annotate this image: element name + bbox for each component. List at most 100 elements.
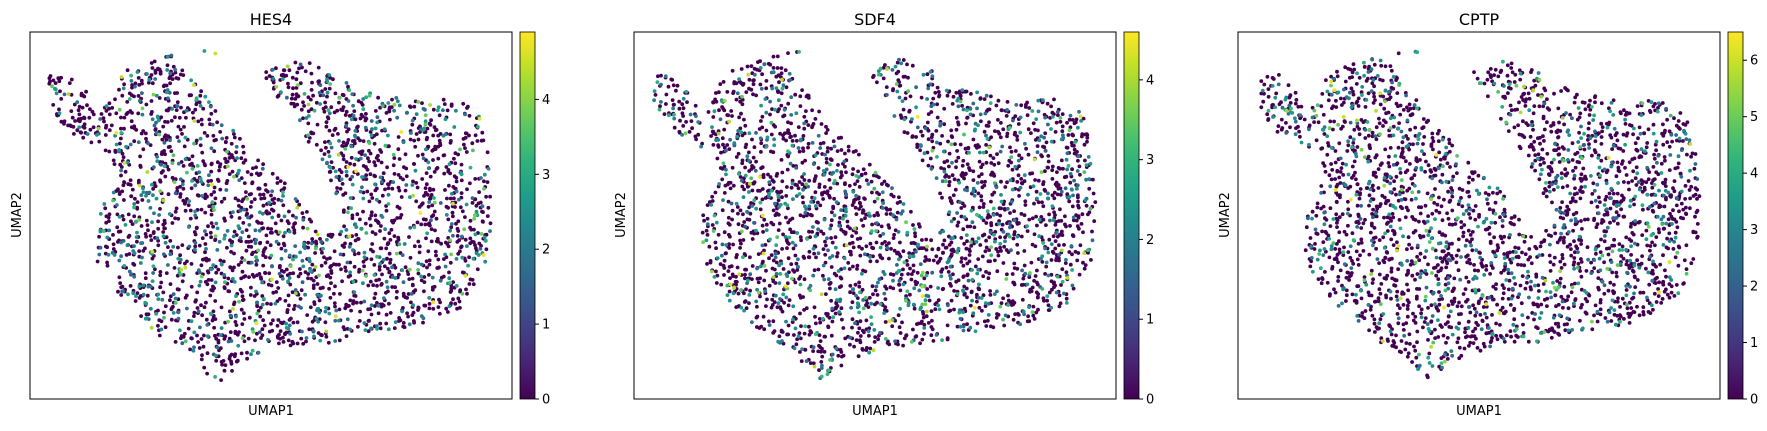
scatter-point <box>938 141 943 146</box>
scatter-point <box>813 190 818 195</box>
scatter-point <box>865 301 870 305</box>
scatter-point <box>356 251 361 256</box>
scatter-point <box>146 284 151 289</box>
scatter-point <box>747 217 752 222</box>
scatter-point <box>713 190 718 195</box>
scatter-point <box>987 120 991 125</box>
scatter-point <box>1005 272 1009 277</box>
scatter-point <box>868 241 873 246</box>
scatter-point <box>776 90 781 94</box>
scatter-point <box>720 208 725 213</box>
scatter-point <box>898 200 902 204</box>
scatter-point <box>846 144 851 149</box>
scatter-point <box>426 160 431 165</box>
scatter-point <box>159 162 164 167</box>
scatter-point <box>332 249 337 254</box>
scatter-point <box>262 196 267 201</box>
scatter-point <box>1060 124 1065 129</box>
scatter-point <box>837 310 842 314</box>
scatter-point <box>1054 230 1059 235</box>
scatter-point <box>315 292 320 297</box>
scatter-point <box>383 143 388 148</box>
scatter-point <box>111 247 116 251</box>
scatter-point <box>940 134 944 138</box>
scatter-point <box>195 306 200 310</box>
scatter-point <box>158 285 163 290</box>
scatter-point <box>720 177 725 182</box>
scatter-point <box>183 265 188 270</box>
scatter-point <box>738 238 742 243</box>
scatter-point <box>241 221 246 225</box>
scatter-point <box>350 174 355 179</box>
scatter-point <box>874 240 879 245</box>
scatter-point <box>1078 243 1083 248</box>
scatter-point <box>468 165 473 170</box>
scatter-point <box>1011 302 1016 307</box>
scatter-point <box>694 137 698 142</box>
scatter-point <box>365 167 370 172</box>
scatter-point <box>317 298 322 303</box>
scatter-point <box>379 224 383 228</box>
scatter-point <box>196 193 201 198</box>
scatter-point <box>358 156 363 161</box>
scatter-point <box>223 334 228 339</box>
scatter-point <box>740 158 745 163</box>
scatter-point <box>373 182 377 187</box>
scatter-point <box>428 103 432 107</box>
scatter-point <box>825 313 830 318</box>
scatter-point <box>405 296 409 300</box>
scatter-point <box>996 161 1001 166</box>
scatter-point <box>238 287 243 292</box>
scatter-point <box>835 149 840 154</box>
scatter-point <box>954 90 959 95</box>
scatter-point <box>422 280 427 284</box>
scatter-point <box>1089 258 1093 262</box>
scatter-point <box>772 329 777 333</box>
scatter-point <box>736 291 741 296</box>
scatter-point <box>1001 230 1006 234</box>
scatter-point <box>962 284 967 289</box>
scatter-point <box>281 194 285 198</box>
scatter-point <box>323 320 328 325</box>
scatter-point <box>259 277 263 281</box>
scatter-point <box>911 302 916 307</box>
scatter-point <box>727 298 732 303</box>
scatter-point <box>225 245 229 250</box>
scatter-point <box>941 286 946 291</box>
scatter-point <box>178 195 183 199</box>
scatter-point <box>1075 183 1080 188</box>
scatter-point <box>732 141 737 146</box>
scatter-point <box>732 81 737 86</box>
scatter-point <box>227 156 232 160</box>
scatter-point <box>140 198 145 202</box>
scatter-point <box>750 320 754 324</box>
scatter-point <box>481 253 486 257</box>
scatter-point <box>1000 144 1005 149</box>
scatter-point <box>143 232 148 236</box>
scatter-point <box>145 72 149 76</box>
scatter-point <box>773 124 777 129</box>
scatter-point <box>479 176 483 180</box>
scatter-point <box>969 290 974 295</box>
scatter-point <box>369 119 374 123</box>
scatter-point <box>386 101 391 105</box>
scatter-point <box>1033 244 1038 249</box>
scatter-point <box>931 258 936 263</box>
scatter-point <box>794 194 799 198</box>
scatter-point <box>159 115 164 120</box>
scatter-point <box>454 175 459 180</box>
scatter-point <box>338 292 342 296</box>
scatter-point <box>742 117 746 122</box>
scatter-point <box>302 92 307 96</box>
scatter-point <box>98 245 103 250</box>
scatter-point <box>192 314 196 318</box>
scatter-point <box>1049 104 1053 109</box>
scatter-point <box>200 236 205 241</box>
scatter-point <box>199 207 204 212</box>
scatter-point <box>803 210 808 215</box>
scatter-point <box>752 220 756 225</box>
scatter-point <box>289 96 294 101</box>
scatter-point <box>758 188 762 193</box>
scatter-point <box>444 204 449 209</box>
scatter-point <box>448 132 453 137</box>
